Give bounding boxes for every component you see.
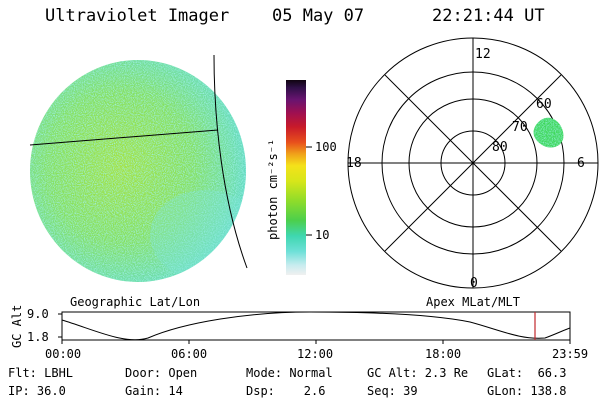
- info-gc-alt: GC Alt: 2.3 Re: [367, 366, 469, 380]
- info-seq: Seq: 39: [367, 384, 418, 398]
- app-title: Ultraviolet Imager: [45, 6, 230, 26]
- colorbar-tick-100: 100: [315, 140, 337, 154]
- info-filter: Flt: LBHL: [8, 366, 74, 380]
- altitude-xtick-0000: 00:00: [45, 347, 82, 361]
- mlt-label-12: 12: [475, 47, 491, 62]
- altitude-xtick-0600: 06:00: [171, 347, 208, 361]
- altitude-ytick-1-8: 1.8: [27, 330, 49, 344]
- uv-earth-image: [29, 54, 248, 282]
- altitude-ylabel: GC Alt: [10, 305, 24, 348]
- longitude-line: [213, 54, 248, 269]
- polar-aurora-patch: [533, 117, 564, 148]
- lat-label-60: 60: [536, 97, 552, 112]
- colorbar-unit-label: photon cm⁻²s⁻¹: [266, 139, 280, 240]
- polar-plot: [347, 37, 599, 289]
- altitude-plot: [58, 311, 571, 344]
- time-label: 22:21:44 UT: [432, 6, 545, 26]
- mlt-label-18: 18: [346, 156, 362, 171]
- info-glat: GLat: 66.3: [487, 366, 567, 380]
- lat-label-70: 70: [512, 120, 528, 135]
- projection-label-left: Geographic Lat/Lon: [70, 295, 201, 309]
- date-label: 05 May 07: [272, 6, 365, 26]
- lat-label-80: 80: [492, 140, 508, 155]
- info-door: Door: Open: [125, 366, 198, 380]
- altitude-xtick-1200: 12:00: [297, 347, 334, 361]
- altitude-curve: [61, 311, 571, 341]
- info-gain: Gain: 14: [125, 384, 183, 398]
- info-ip: IP: 36.0: [8, 384, 66, 398]
- projection-label-right: Apex MLat/MLT: [426, 295, 520, 309]
- altitude-xtick-2359: 23:59: [552, 347, 589, 361]
- latitude-line: [29, 129, 219, 146]
- colorbar: [286, 80, 312, 275]
- info-mode: Mode: Normal: [246, 366, 333, 380]
- colorbar-tick-10: 10: [315, 228, 330, 242]
- mlt-label-6: 6: [577, 156, 585, 171]
- altitude-xtick-1800: 18:00: [425, 347, 462, 361]
- altitude-ytick-9: 9.0: [27, 307, 49, 321]
- info-glon: GLon: 138.8: [487, 384, 567, 398]
- mlt-label-0: 0: [470, 276, 478, 291]
- info-dsp: Dsp: 2.6: [246, 384, 326, 398]
